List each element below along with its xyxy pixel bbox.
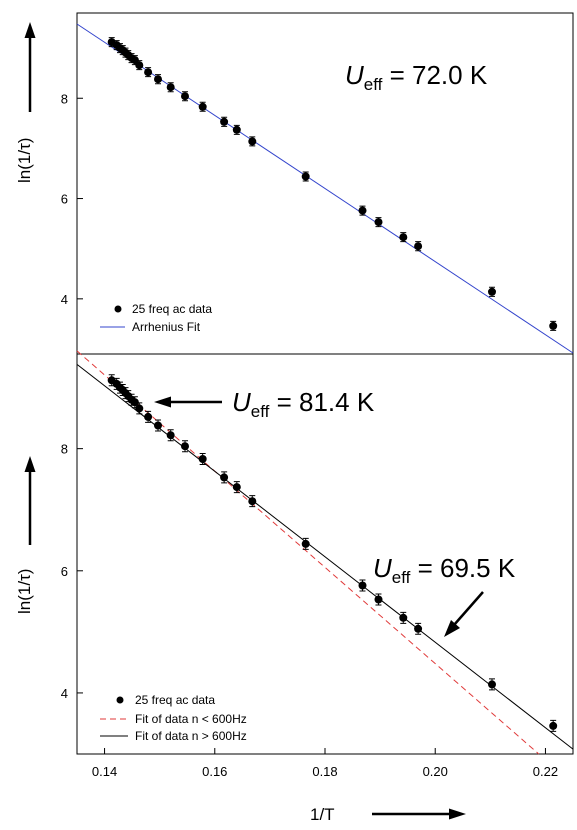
legend-label: 25 freq ac data [132, 302, 212, 316]
x-tick-label: 0.22 [533, 764, 558, 779]
data-point [399, 233, 408, 242]
legend-label: 25 freq ac data [135, 693, 215, 707]
x-tick-label: 0.14 [92, 764, 117, 779]
bottom-legend: 25 freq ac data Fit of data n < 600Hz Fi… [100, 693, 247, 743]
data-point [549, 321, 558, 330]
data-point [144, 68, 153, 77]
data-point [488, 680, 496, 689]
top-y-tick-label: 4 [61, 292, 68, 307]
data-point [220, 473, 229, 482]
x-tick-label: 0.18 [312, 764, 337, 779]
data-point [358, 581, 367, 590]
data-point [374, 218, 383, 227]
legend-label: Arrhenius Fit [132, 320, 201, 334]
bottom-y-tick-label: 8 [61, 442, 68, 457]
data-point [198, 455, 207, 463]
bottom-y-ticks [77, 448, 83, 694]
data-point [549, 721, 558, 730]
data-point [414, 242, 423, 251]
legend-label: Fit of data n < 600Hz [135, 712, 247, 726]
x-arrow [372, 808, 466, 820]
legend-label: Fit of data n > 600Hz [135, 729, 247, 743]
bottom-ueff-annotation-1: Ueff = 81.4 K [232, 387, 375, 421]
data-point [232, 483, 241, 492]
bottom-y-arrow [24, 456, 36, 545]
data-point [220, 117, 229, 126]
top-y-arrow [24, 22, 36, 112]
bottom-y-axis-label: ln(1/τ) [15, 569, 34, 614]
data-point [144, 412, 153, 421]
x-tick-label: 0.20 [423, 764, 448, 779]
legend-marker-circle [114, 305, 122, 313]
bottom-y-tick-label: 4 [61, 686, 68, 701]
x-tick-label: 0.16 [202, 764, 227, 779]
top-y-tick-label: 6 [61, 192, 68, 207]
data-point [248, 497, 257, 506]
data-point [301, 539, 310, 548]
data-point [399, 613, 408, 622]
bottom-ueff-annotation-2: Ueff = 69.5 K [373, 553, 516, 587]
arrow-ueff-695 [444, 591, 484, 637]
top-y-axis-label: ln(1/τ) [15, 138, 34, 183]
x-axis-label: 1/T [310, 805, 335, 824]
data-point [374, 595, 383, 604]
data-point [130, 398, 139, 407]
top-y-axis-title: ln(1/τ) [15, 138, 34, 183]
data-point [232, 125, 241, 134]
bottom-y-tick-label: 6 [61, 564, 68, 579]
data-point [154, 75, 162, 84]
data-point [248, 137, 257, 146]
data-point [154, 421, 162, 430]
top-legend: 25 freq ac data Arrhenius Fit [100, 302, 212, 334]
data-point [135, 61, 144, 70]
top-ueff-annotation: Ueff = 72.0 K [345, 60, 488, 94]
top-y-tick-label: 8 [61, 91, 68, 106]
data-point [181, 442, 189, 451]
bottom-x-ticks [104, 748, 546, 754]
top-points [107, 37, 558, 331]
bottom-y-axis-title: ln(1/τ) [15, 569, 34, 614]
data-point [181, 92, 189, 101]
legend-marker-circle [116, 696, 124, 704]
bottom-fit-line-low [76, 350, 540, 755]
bottom-points [107, 374, 558, 732]
top-panel: 4 6 8 ln(1/τ) Ueff = 72.0 K 25 freq ac d… [15, 12, 574, 355]
data-point [301, 172, 310, 181]
data-point [358, 206, 367, 215]
arrow-ueff-814 [154, 396, 222, 408]
data-point [166, 83, 175, 92]
data-point [166, 431, 175, 440]
top-y-ticks [77, 97, 83, 300]
data-point [414, 624, 423, 633]
bottom-panel: 4 6 8 0.14 0.16 0.18 0.20 0.22 ln(1/τ) 1… [15, 350, 574, 824]
data-point [488, 287, 496, 296]
data-point [135, 404, 144, 413]
data-point [198, 102, 207, 111]
